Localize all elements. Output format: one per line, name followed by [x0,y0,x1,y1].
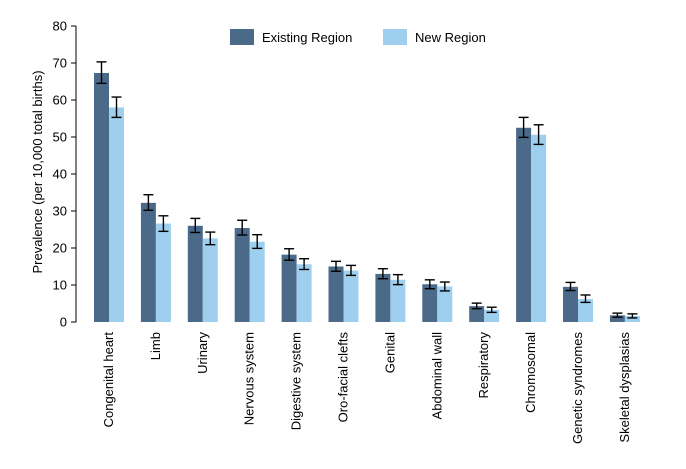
legend: Existing Region New Region [230,29,486,45]
error-bar [392,273,403,286]
x-tick-label: Digestive system [289,332,304,430]
x-tick-label: Abdominal wall [429,332,444,420]
x-tick-label: Skeletal dysplasias [617,332,632,443]
bar-existing-region [563,286,578,322]
error-bar [627,313,638,319]
x-tick-label: Limb [148,332,163,360]
y-tick-label: 80 [53,19,67,34]
error-bar [158,215,169,233]
x-tick-label: Respiratory [476,332,491,399]
axes: 0 10 20 30 40 50 60 70 80 Congenital heart Limb Uri… [53,19,632,445]
x-tick-label: Genital [382,332,397,373]
legend-swatch [383,29,407,45]
error-bar [346,264,356,277]
bar-existing-region [609,315,625,322]
y-axis-label: Prevalence (per 10,000 total births) [30,70,45,273]
error-bar [612,312,623,318]
error-bar [580,294,591,304]
legend-item-existing-region: Existing Region [230,29,352,45]
error-bar [252,233,263,250]
error-bar [111,96,122,119]
bar-existing-region [187,225,203,322]
y-tick-label: 40 [53,167,67,182]
legend-item-new-region: New Region [383,29,486,45]
y-tick-label: 20 [53,241,67,256]
y-tick-label: 10 [53,278,67,293]
bar-new-region [578,299,593,322]
error-bars [96,61,638,319]
bar-existing-region [94,72,109,323]
bar-new-region [531,134,547,322]
error-bar [377,268,388,280]
legend-label: New Region [415,30,486,45]
y-tick-label: 0 [60,315,67,330]
bar-existing-region [281,254,297,322]
x-tick-label: Genetic syndromes [570,332,585,444]
error-bar [299,258,310,271]
bar-new-region [202,238,218,322]
error-bar [237,219,248,236]
error-bar [96,61,107,85]
error-bar [486,306,497,314]
x-tick-label: Chromosomal [523,332,538,413]
error-bar [284,248,295,261]
y-tick-label: 60 [53,93,67,108]
bar-existing-region [140,202,156,322]
error-bar [518,116,529,139]
bar-existing-region [469,306,485,322]
legend-swatch [230,29,254,45]
bar-new-region [390,279,406,322]
bar-existing-region [375,273,391,322]
bar-existing-region [234,228,250,322]
error-bar [424,279,435,290]
bar-existing-region [422,284,438,322]
y-tick-label: 30 [53,204,67,219]
error-bar [331,260,341,273]
bar-new-region [343,270,359,322]
error-bar [471,302,482,310]
bar-existing-region [516,127,532,322]
bar-new-region [624,316,640,322]
error-bar [439,281,450,292]
y-tick-label: 50 [53,130,67,145]
bar-new-region [109,107,124,323]
bars [94,72,640,323]
error-bar [533,124,544,146]
error-bar [565,281,576,292]
bar-new-region [249,241,265,322]
bar-new-region [155,223,171,322]
bar-existing-region [328,266,344,322]
x-tick-label: Oro-facial clefts [336,332,351,423]
bar-new-region [296,264,312,322]
x-tick-label: Urinary [195,332,210,374]
bar-new-region [437,286,453,322]
error-bar [205,231,216,246]
legend-label: Existing Region [262,30,352,45]
error-bar [143,194,154,211]
x-tick-label: Nervous system [242,332,257,425]
y-tick-label: 70 [53,56,67,71]
error-bar [190,217,201,234]
x-tick-label: Congenital heart [101,332,116,428]
